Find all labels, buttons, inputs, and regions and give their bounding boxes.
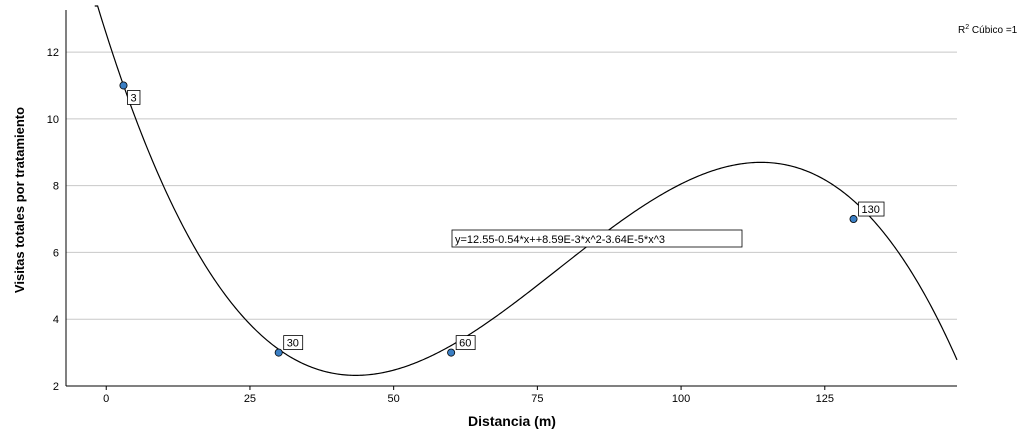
x-tick-label: 0 (103, 393, 109, 405)
point-label-box (858, 201, 885, 217)
point-label: 30 (287, 338, 299, 350)
point-label-box (283, 335, 304, 351)
data-points: 3 30 60 130 (119, 81, 885, 357)
y-axis-title: Visitas totales por tratamiento (12, 107, 27, 293)
point-marker (274, 348, 283, 357)
y-tick-labels: 2 4 6 8 10 12 (47, 47, 59, 393)
x-tick-label: 75 (531, 393, 543, 405)
point-label-box (455, 335, 476, 351)
data-point: 60 (447, 335, 476, 357)
x-axis-title: Distancia (m) (468, 413, 556, 429)
r-squared-label: R2 Cúbico =1 (958, 24, 1018, 36)
y-tick-label: 6 (53, 247, 59, 259)
x-tick-label: 50 (388, 393, 400, 405)
x-tick-label: 100 (672, 393, 690, 405)
y-tick-label: 12 (47, 47, 59, 59)
data-point: 30 (274, 335, 304, 357)
cubic-fit-line (94, 5, 958, 376)
point-label: 130 (862, 204, 880, 216)
point-marker (119, 81, 128, 90)
y-tick-label: 10 (47, 114, 59, 126)
equation-box (451, 229, 743, 248)
data-point: 3 (119, 81, 141, 105)
y-tick-label: 4 (53, 314, 59, 326)
equation-text: y=12.55-0.54*x++8.59E-3*x^2-3.64E-5*x^3 (455, 234, 665, 246)
y-tick-label: 2 (53, 381, 59, 393)
grid-lines (66, 51, 957, 320)
equation-label: y=12.55-0.54*x++8.59E-3*x^2-3.64E-5*x^3 (451, 229, 743, 248)
point-marker (447, 348, 456, 357)
x-tick-labels: 0 25 50 75 100 125 (103, 393, 834, 405)
axes (65, 10, 957, 390)
point-marker (849, 215, 858, 224)
point-label: 3 (130, 92, 136, 104)
point-label: 60 (459, 338, 471, 350)
x-tick-label: 125 (816, 393, 834, 405)
y-tick-label: 8 (53, 181, 59, 193)
data-point: 130 (849, 201, 885, 224)
point-label-box (127, 90, 141, 105)
x-tick-label: 25 (244, 393, 256, 405)
